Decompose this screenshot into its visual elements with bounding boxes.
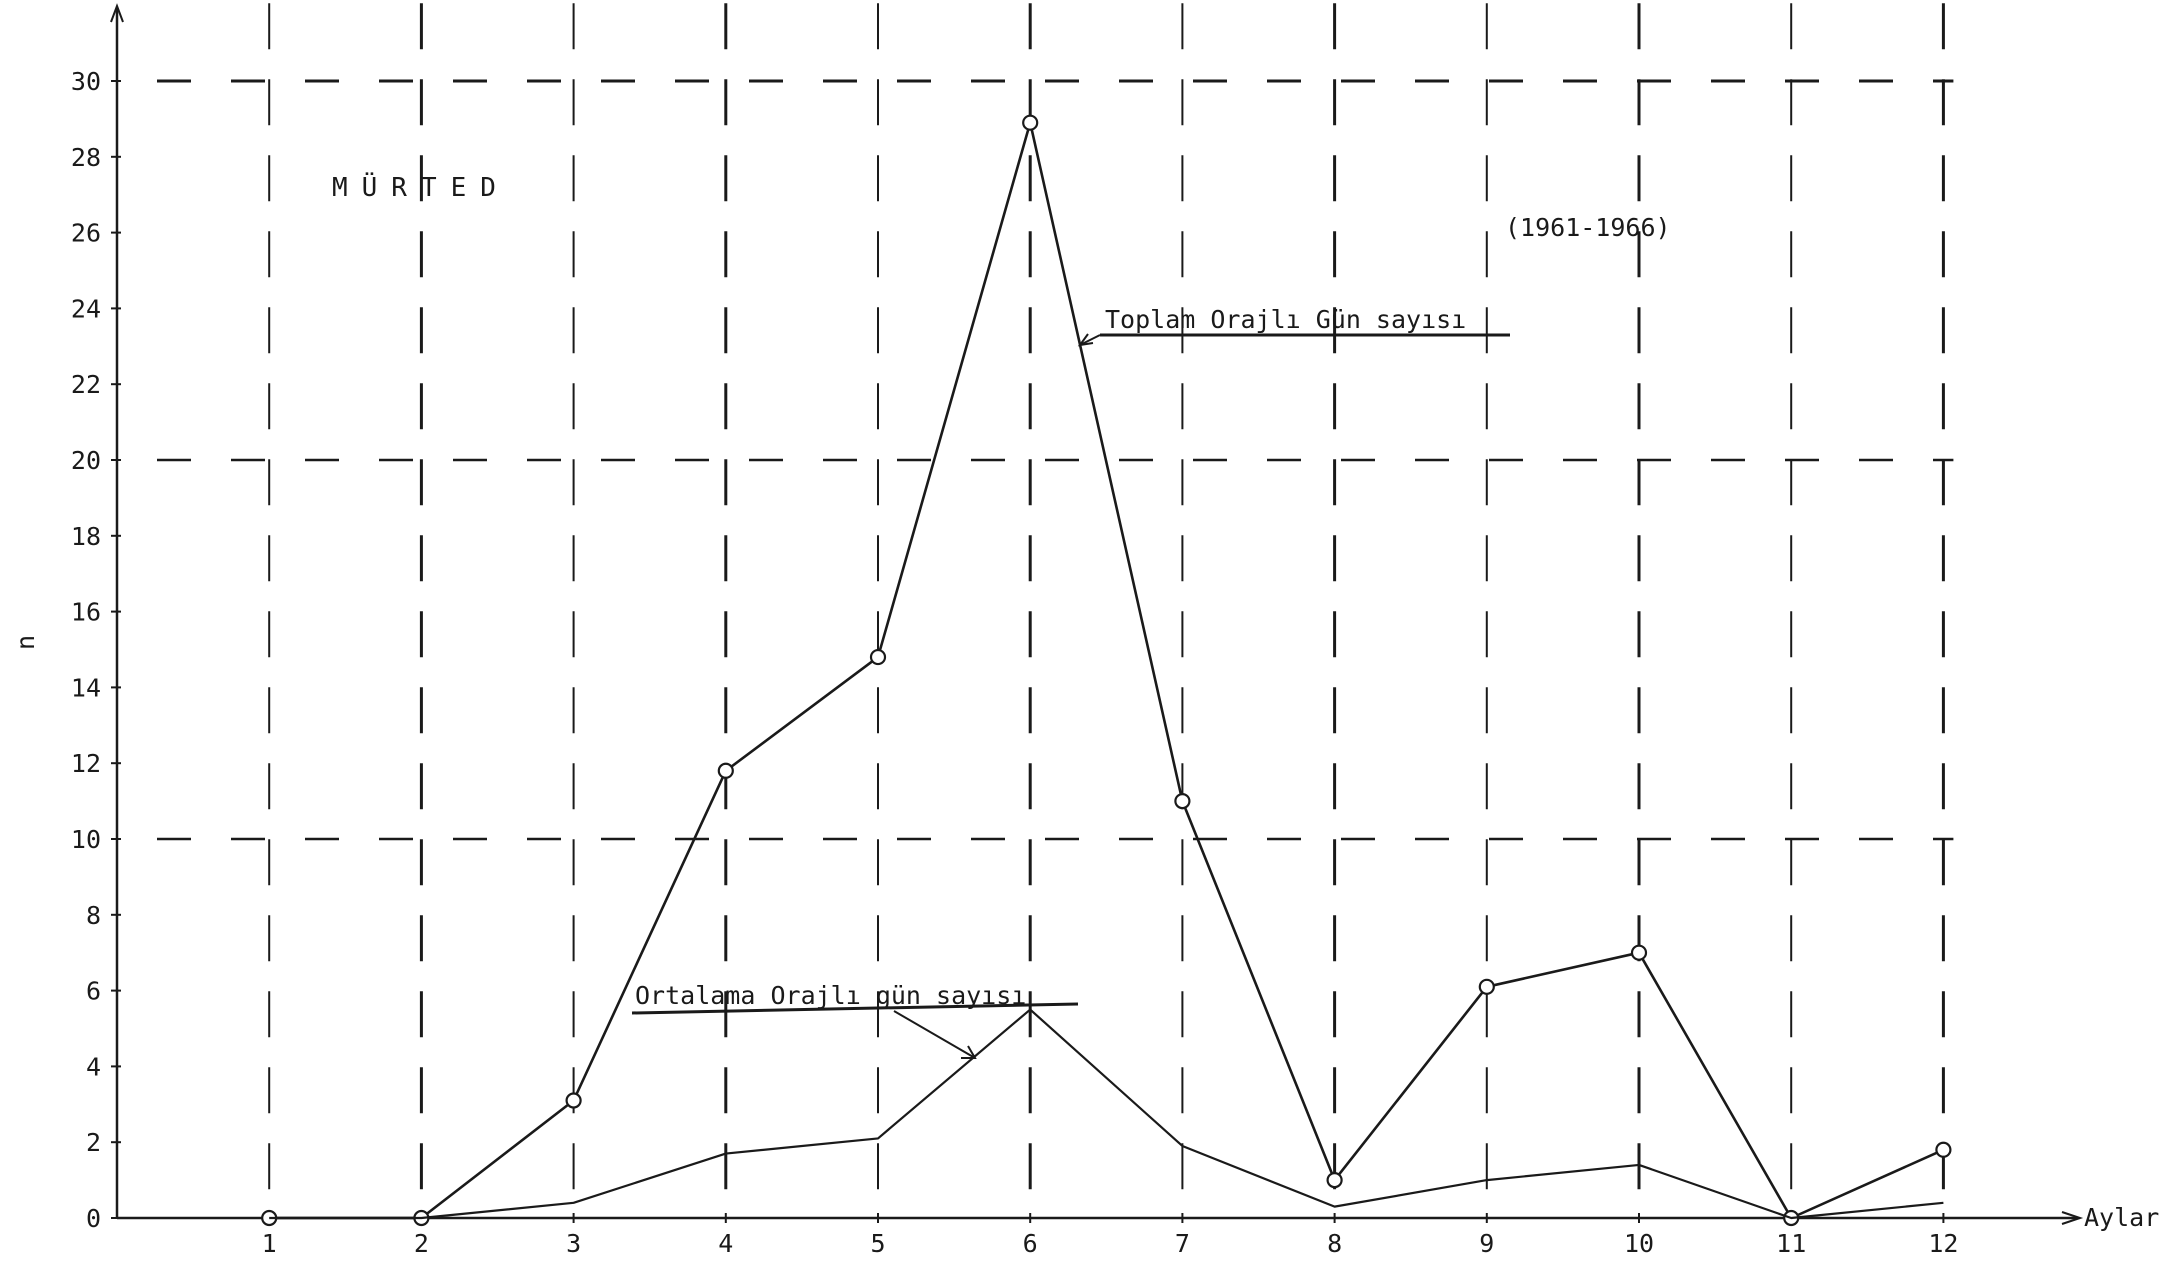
y-tick-label: 4	[86, 1052, 101, 1081]
y-tick-label: 30	[71, 67, 101, 96]
y-tick-label: 6	[86, 977, 101, 1006]
x-tick-label: 1	[262, 1229, 277, 1258]
y-tick-label: 10	[71, 825, 101, 854]
y-axis-label: n	[11, 635, 40, 650]
x-tick-label: 7	[1175, 1229, 1190, 1258]
y-tick-label: 12	[71, 749, 101, 778]
annotation-pointer-total	[1081, 334, 1101, 345]
y-tick-label: 20	[71, 446, 101, 475]
y-tick-label: 22	[71, 370, 101, 399]
x-tick-label: 8	[1327, 1229, 1342, 1258]
labels: MÜRTED (1961-1966) Aylar n Toplam Orajlı…	[11, 171, 2159, 1232]
series-line-total	[269, 121, 1944, 1220]
y-tick-label: 28	[71, 143, 101, 172]
data-point-total-4	[717, 762, 734, 779]
y-tick-label: 8	[86, 901, 101, 930]
y-tick-label: 26	[71, 219, 101, 248]
y-tick-label: 2	[86, 1128, 101, 1157]
x-tick-label: 5	[870, 1229, 885, 1258]
x-tick-label: 11	[1776, 1229, 1806, 1258]
data-point-total-10	[1630, 944, 1648, 961]
series-line-average	[269, 1008, 1944, 1220]
y-tick-label: 0	[86, 1204, 101, 1233]
annotation-arrowhead-average	[961, 1045, 977, 1059]
data-point-total-9	[1478, 978, 1495, 995]
chart-subtitle: (1961-1966)	[1505, 213, 1671, 242]
data-point-total-8	[1326, 1171, 1343, 1189]
data-point-total-7	[1174, 792, 1191, 810]
x-tick-label: 12	[1928, 1229, 1958, 1258]
y-tick-label: 24	[71, 294, 101, 323]
x-axis-arrow	[2061, 1211, 2084, 1225]
x-tick-label: 2	[414, 1229, 429, 1258]
x-tick-label: 4	[718, 1229, 733, 1258]
x-axis-label: Aylar	[2084, 1203, 2159, 1232]
data-point-total-3	[565, 1092, 582, 1109]
x-tick-label: 3	[566, 1229, 581, 1258]
y-axis-arrow	[110, 3, 124, 23]
series-annotation-total: Toplam Orajlı Gün sayısı	[1105, 305, 1466, 334]
annotation-arrowhead-total	[1077, 333, 1094, 347]
y-tick-label: 14	[71, 673, 101, 702]
data-point-total-6	[1022, 114, 1039, 131]
chart-title: MÜRTED	[332, 171, 510, 203]
grid	[157, 3, 1954, 1218]
series-lines	[261, 114, 1952, 1227]
y-tick-label: 16	[71, 598, 101, 627]
x-tick-label: 10	[1624, 1229, 1654, 1258]
x-tick-label: 9	[1479, 1229, 1494, 1258]
data-point-total-5	[869, 648, 887, 666]
data-point-total-12	[1935, 1141, 1952, 1158]
annotation-pointer-average	[893, 1010, 976, 1059]
annotation-underline-average	[631, 1002, 1079, 1015]
x-tick-label: 6	[1023, 1229, 1038, 1258]
y-tick-label: 18	[71, 522, 101, 551]
